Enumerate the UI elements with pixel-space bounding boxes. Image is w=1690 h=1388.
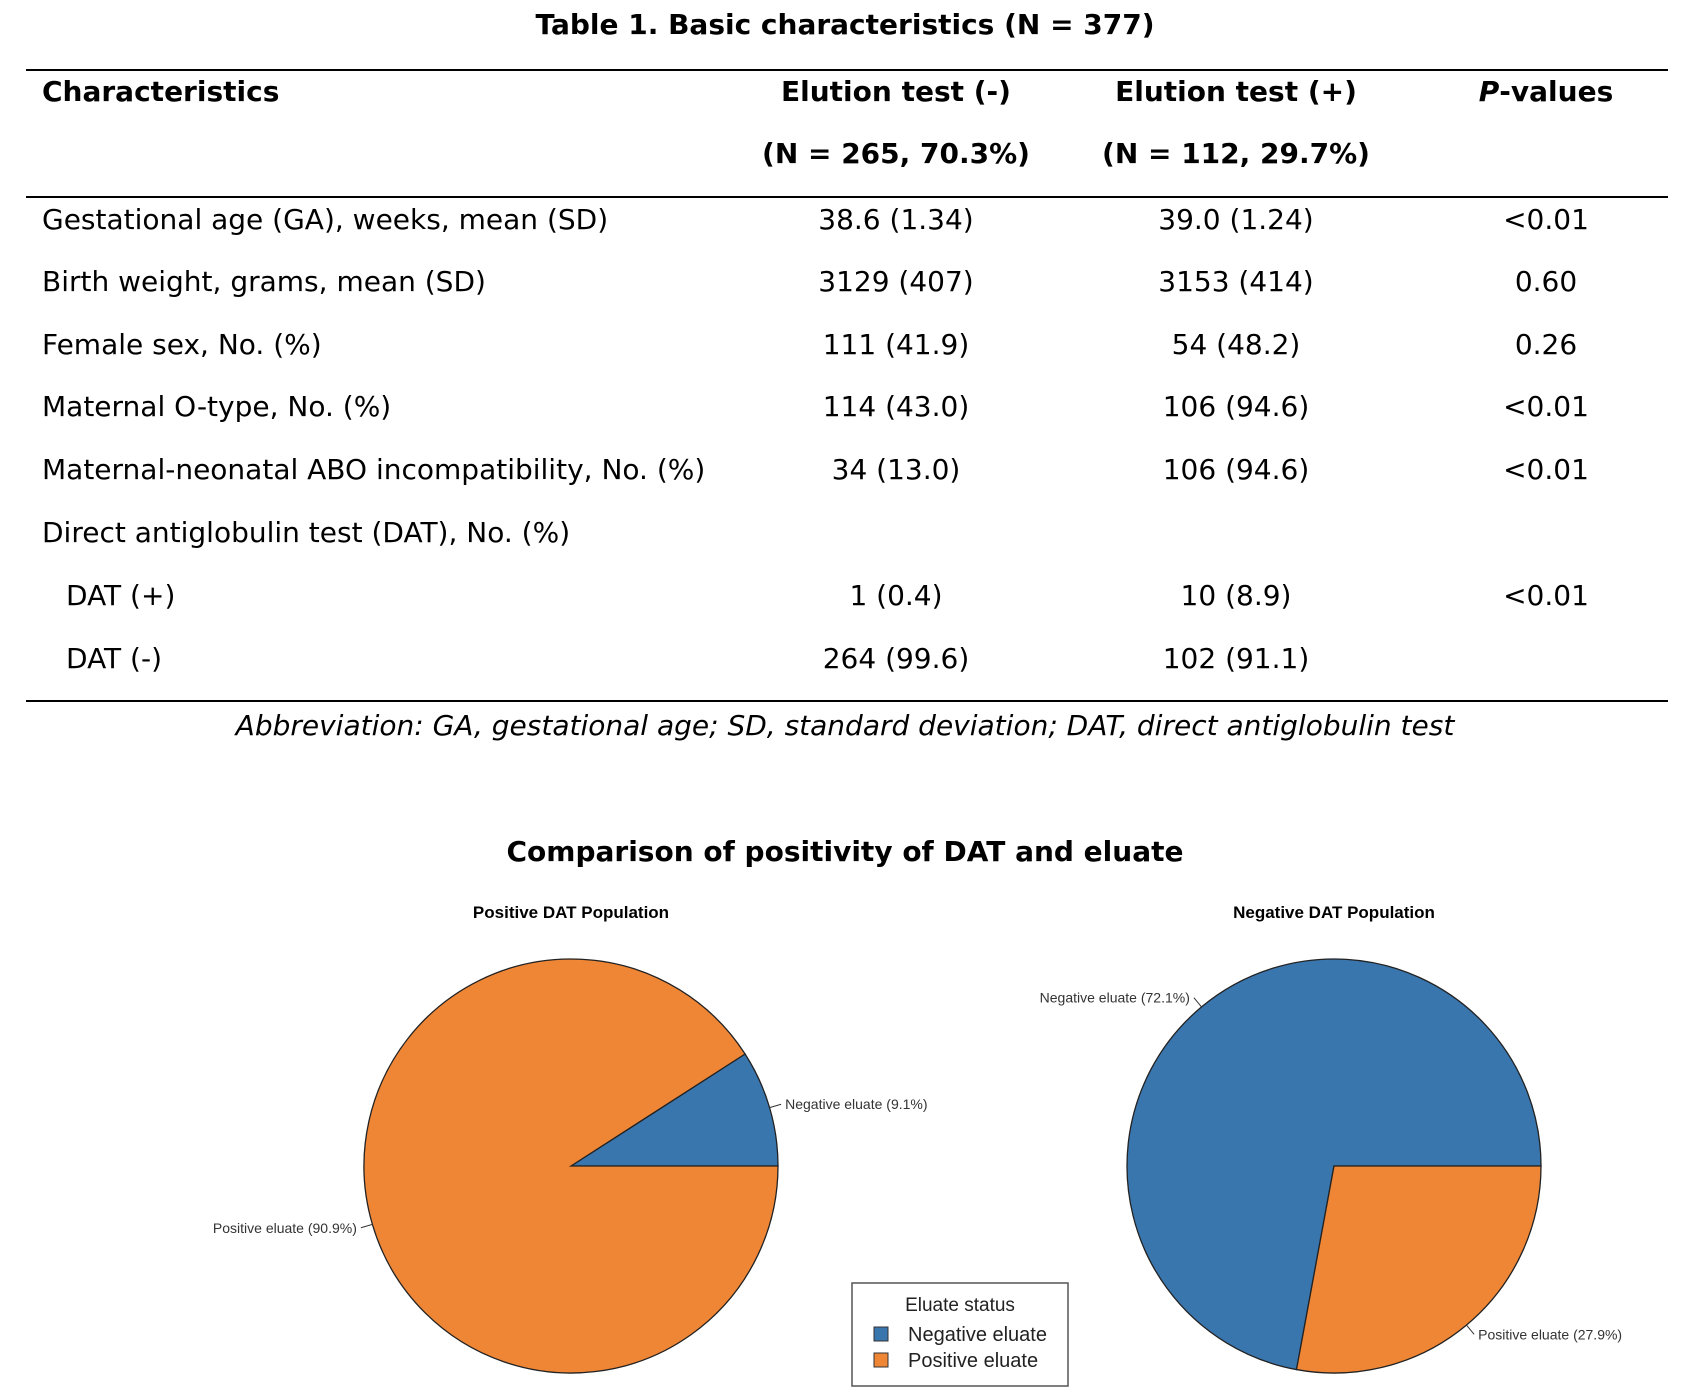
header-p-values: P-values (1396, 72, 1690, 112)
table-top-rule (26, 69, 1668, 71)
legend-item-negative: Negative eluate (908, 1324, 1047, 1346)
row-label: Female sex, No. (%) (42, 328, 322, 361)
legend-item-positive: Positive eluate (908, 1350, 1038, 1372)
pie-label-tick (360, 1223, 373, 1229)
header-p-rest: -values (1499, 75, 1614, 108)
header-p-italic: P (1478, 75, 1500, 108)
table-header-rule (26, 196, 1668, 198)
row-p-value: <0.01 (1503, 203, 1589, 236)
pie-chart-negative-dat: Negative DAT Population Negative eluate (… (1040, 903, 1622, 1374)
row-p-value: <0.01 (1503, 390, 1589, 423)
table-bottom-rule (26, 700, 1668, 702)
table-title: Table 1. Basic characteristics (N = 377) (535, 8, 1155, 41)
row-label: Maternal-neonatal ABO incompatibility, N… (42, 453, 706, 486)
row-label: Maternal O-type, No. (%) (42, 390, 392, 423)
pie-title: Positive DAT Population (473, 903, 669, 922)
pie-slice-label: Positive eluate (27.9%) (1478, 1326, 1622, 1342)
row-label: Gestational age (GA), weeks, mean (SD) (42, 203, 609, 236)
header-elution-negative-n: (N = 265, 70.3%) (762, 137, 1030, 170)
row-p-value: <0.01 (1503, 579, 1589, 612)
header-elution-negative: Elution test (-) (781, 75, 1011, 108)
legend-swatch-negative (873, 1326, 889, 1342)
pie-chart-positive-dat: Positive DAT Population Negative eluate (… (213, 903, 928, 1374)
pie-slice-label: Negative eluate (9.1%) (785, 1096, 927, 1112)
pie-charts: Positive DAT Population Negative eluate (… (213, 903, 1622, 1387)
row-elution-positive: 102 (91.1) (1162, 642, 1310, 675)
row-p-value: 0.26 (1514, 328, 1578, 361)
pie-label-tick (1193, 997, 1202, 1008)
pie-label-tick (769, 1103, 782, 1109)
row-elution-positive: 54 (48.2) (1171, 328, 1301, 361)
row-elution-negative: 264 (99.6) (822, 642, 970, 675)
row-elution-negative: 114 (43.0) (822, 390, 970, 423)
row-elution-positive: 10 (8.9) (1180, 579, 1292, 612)
header-characteristics: Characteristics (42, 75, 280, 108)
table-abbreviation: Abbreviation: GA, gestational age; SD, s… (235, 709, 1455, 742)
row-p-value: 0.60 (1514, 265, 1578, 298)
row-elution-negative: 3129 (407) (818, 265, 974, 298)
pie-slice-label: Negative eluate (72.1%) (1040, 990, 1190, 1006)
row-elution-negative: 38.6 (1.34) (818, 203, 974, 236)
legend-swatch-positive (873, 1352, 889, 1368)
figure-title: Comparison of positivity of DAT and elua… (506, 835, 1184, 868)
row-p-value: <0.01 (1503, 453, 1589, 486)
pie-slice-negative (1126, 958, 1542, 1371)
pie-slice-positive (363, 958, 779, 1374)
row-elution-negative: 111 (41.9) (822, 328, 970, 361)
row-elution-negative: 34 (13.0) (831, 453, 961, 486)
row-elution-positive: 39.0 (1.24) (1158, 203, 1314, 236)
row-label: DAT (+) (66, 579, 176, 612)
pie-title: Negative DAT Population (1233, 903, 1435, 922)
row-elution-positive: 106 (94.6) (1162, 453, 1310, 486)
header-elution-positive-n: (N = 112, 29.7%) (1102, 137, 1370, 170)
row-elution-positive: 106 (94.6) (1162, 390, 1310, 423)
row-elution-negative: 1 (0.4) (849, 579, 943, 612)
row-elution-positive: 3153 (414) (1158, 265, 1314, 298)
legend-title: Eluate status (905, 1295, 1015, 1316)
header-elution-positive: Elution test (+) (1115, 75, 1357, 108)
legend: Eluate status Negative eluate Positive e… (851, 1282, 1069, 1387)
row-label: DAT (-) (66, 642, 163, 675)
row-label: Birth weight, grams, mean (SD) (42, 265, 486, 298)
row-label: Direct antiglobulin test (DAT), No. (%) (42, 516, 571, 549)
pie-slice-label: Positive eluate (90.9%) (213, 1220, 357, 1236)
pie-label-tick (1466, 1324, 1475, 1335)
pie-slice-positive (1295, 1165, 1542, 1374)
